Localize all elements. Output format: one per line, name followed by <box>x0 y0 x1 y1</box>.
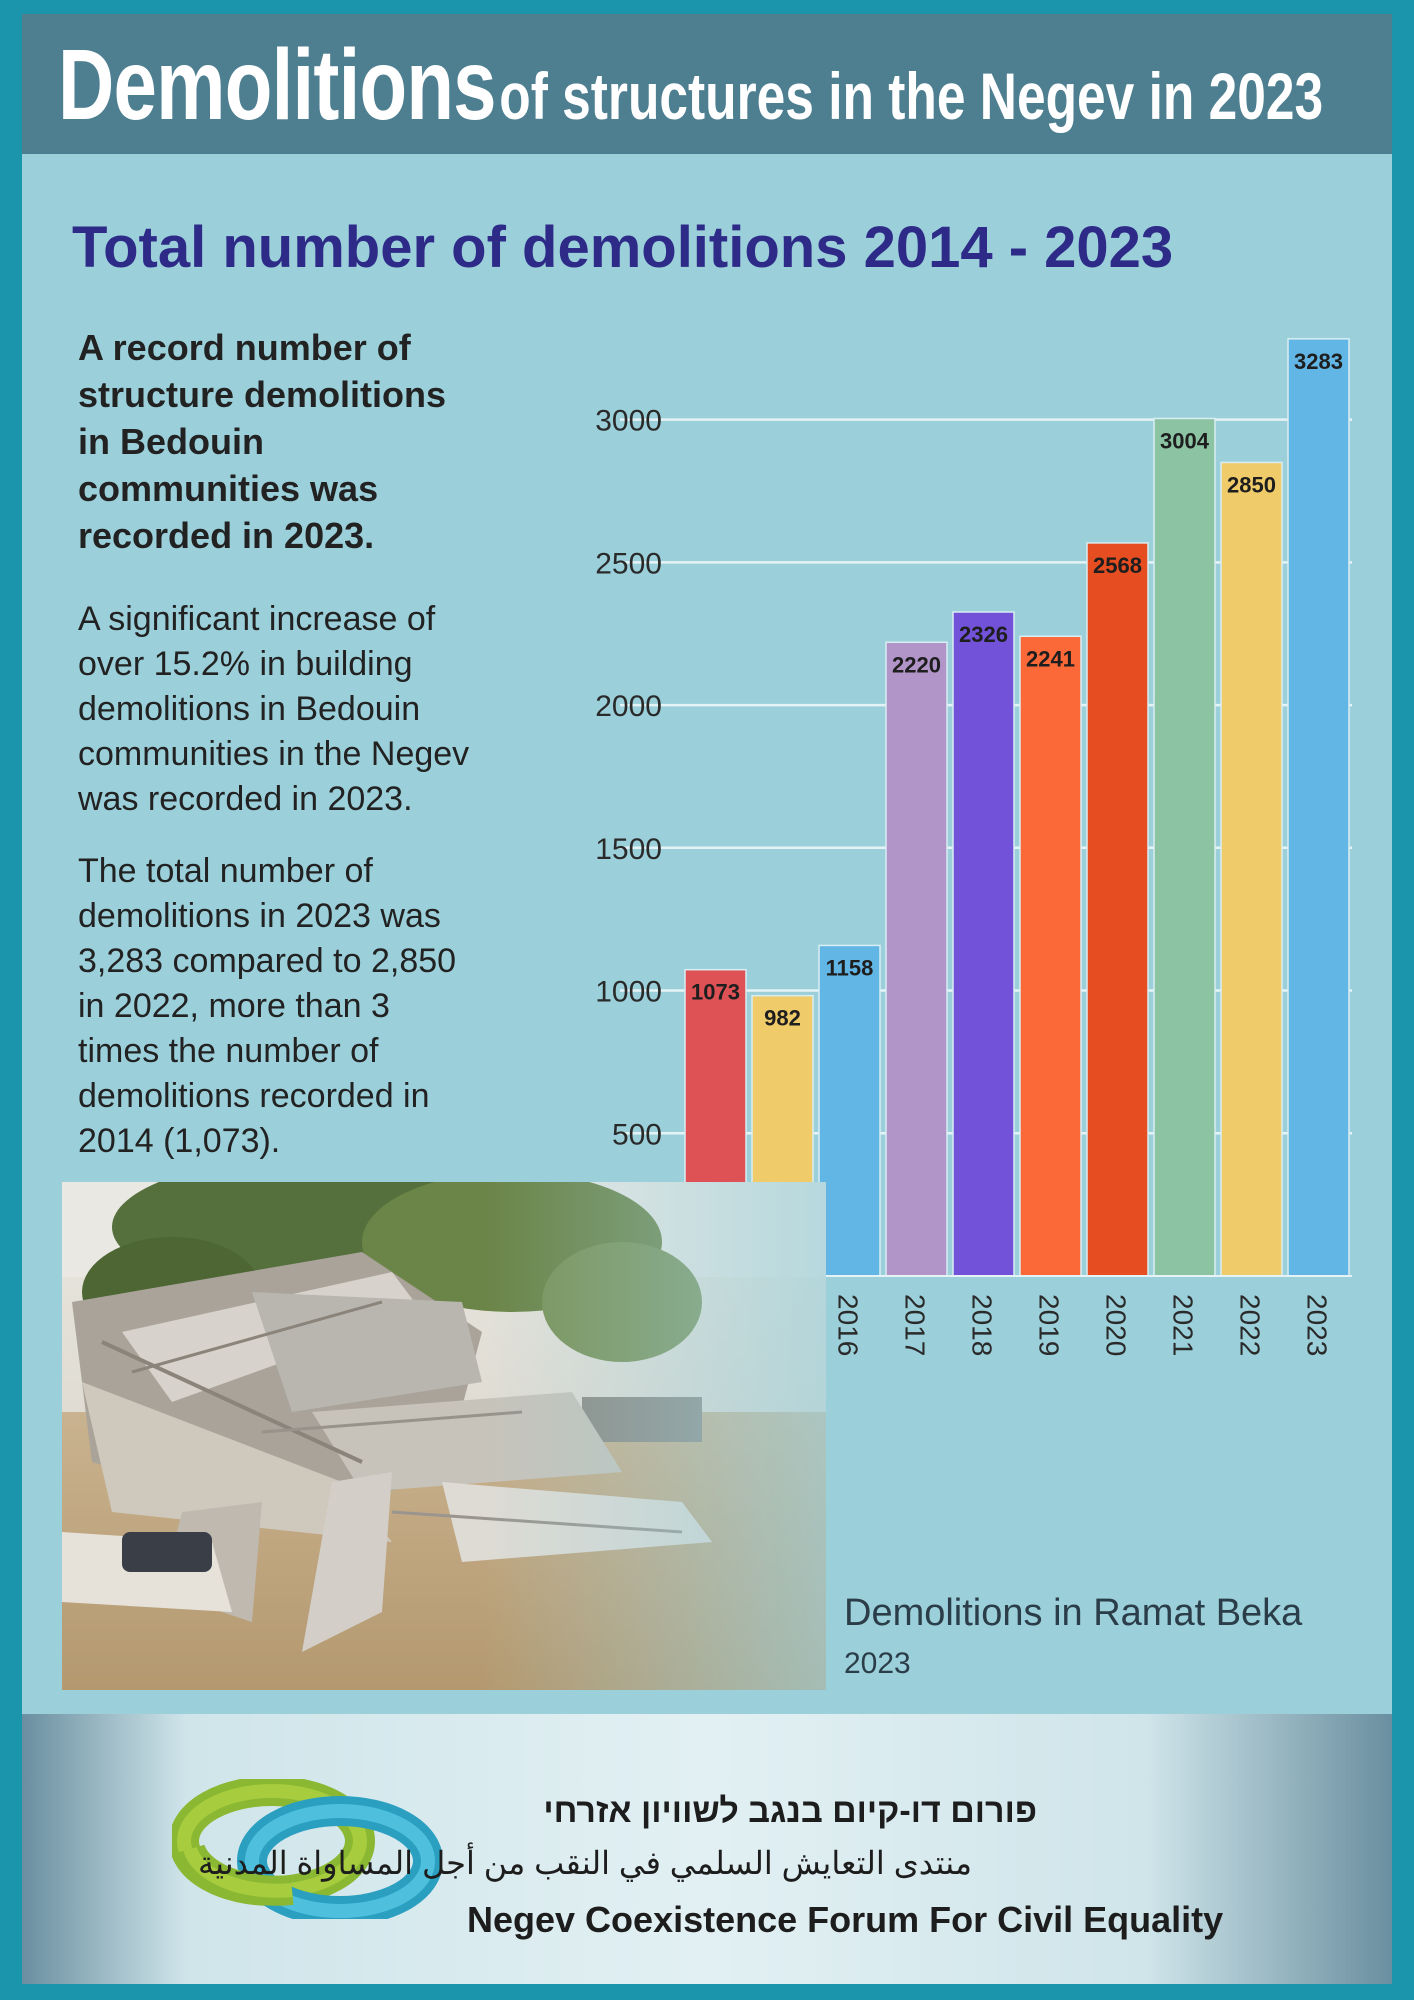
org-name-hebrew: פורום דו-קיום בנגב לשוויון אזרחי <box>543 1792 1037 1830</box>
footer: פורום דו-קיום בנגב לשוויון אזרחי منتدى ا… <box>22 1714 1392 1984</box>
paragraph-line: 2014 (1,073). <box>78 1122 281 1160</box>
data-label: 2568 <box>1093 553 1142 578</box>
paragraph-increase: A significant increase of over 15.2% in … <box>78 597 469 822</box>
x-tick-label: 2016 <box>833 1294 864 1356</box>
y-tick-label: 1000 <box>595 976 662 1009</box>
title-main-word: Demolitions <box>58 29 497 141</box>
page-title: Demolitions of structures in the Negev i… <box>58 28 1323 143</box>
bar <box>818 944 881 1277</box>
paragraph-line: A significant increase of <box>78 600 436 638</box>
y-tick-label: 2000 <box>595 690 662 723</box>
paragraph-line: structure demolitions <box>78 374 447 415</box>
x-tick-label: 2019 <box>1034 1294 1065 1356</box>
y-tick-label: 1500 <box>595 833 662 866</box>
paragraph-line: demolitions in Bedouin <box>78 690 421 728</box>
paragraph-line: in 2022, more than 3 <box>78 987 390 1025</box>
paragraph-line: was recorded in 2023. <box>78 780 413 818</box>
org-name-arabic: منتدى التعايش السلمي في النقب من أجل الم… <box>197 1845 972 1881</box>
data-label: 2326 <box>959 622 1008 647</box>
paragraph-line: communities was <box>78 468 379 509</box>
bar <box>1086 542 1149 1277</box>
paragraph-record: A record number of structure demolitions… <box>78 324 446 559</box>
paragraph-total: The total number of demolitions in 2023 … <box>78 849 456 1164</box>
demolition-photo <box>62 1182 826 1690</box>
data-label: 3004 <box>1160 428 1210 453</box>
caption-year: 2023 <box>844 1647 911 1680</box>
x-tick-label: 2023 <box>1302 1294 1333 1356</box>
chart-subtitle: Total number of demolitions 2014 - 2023 <box>72 215 1174 280</box>
photo-caption: Demolitions in Ramat Beka 2023 <box>844 1592 1302 1681</box>
bar <box>1220 461 1283 1277</box>
paragraph-line: recorded in 2023. <box>78 515 375 556</box>
x-tick-label: 2021 <box>1168 1294 1199 1356</box>
bar <box>952 611 1015 1277</box>
x-tick-label: 2022 <box>1235 1294 1266 1356</box>
org-name-english: Negev Coexistence Forum For Civil Equali… <box>467 1899 1224 1940</box>
paragraph-line: demolitions in 2023 was <box>78 897 441 935</box>
infographic-frame: Demolitions of structures in the Negev i… <box>22 14 1392 1984</box>
data-label: 3283 <box>1294 349 1343 374</box>
x-tick-label: 2020 <box>1101 1294 1132 1356</box>
paragraph-line: demolitions recorded in <box>78 1077 430 1115</box>
data-label: 1073 <box>691 980 740 1005</box>
x-tick-label: 2017 <box>900 1294 931 1356</box>
paragraph-line: The total number of <box>78 852 373 890</box>
bar <box>1019 635 1082 1277</box>
data-label: 2850 <box>1227 472 1276 497</box>
data-label: 2220 <box>892 652 941 677</box>
forum-logo <box>172 1779 442 1919</box>
y-tick-label: 3000 <box>595 405 662 438</box>
paragraph-line: over 15.2% in building <box>78 645 413 683</box>
y-tick-label: 2500 <box>595 547 662 580</box>
data-label: 982 <box>764 1006 801 1031</box>
x-tick-label: 2018 <box>967 1294 998 1356</box>
title-band: Demolitions of structures in the Negev i… <box>22 14 1392 154</box>
title-rest: of structures in the Negev in 2023 <box>499 59 1324 133</box>
paragraph-line: times the number of <box>78 1032 379 1070</box>
bar <box>1153 417 1216 1277</box>
paragraph-line: communities in the Negev <box>78 735 470 773</box>
bar <box>1287 338 1350 1277</box>
data-label: 1158 <box>826 955 874 980</box>
y-tick-label: 500 <box>612 1118 662 1151</box>
paragraph-line: A record number of <box>78 327 411 368</box>
paragraph-line: 3,283 compared to 2,850 <box>78 942 457 980</box>
bar <box>885 641 948 1277</box>
data-label: 2241 <box>1026 646 1075 671</box>
paragraph-line: in Bedouin <box>78 421 264 462</box>
caption-title: Demolitions in Ramat Beka <box>844 1592 1303 1634</box>
